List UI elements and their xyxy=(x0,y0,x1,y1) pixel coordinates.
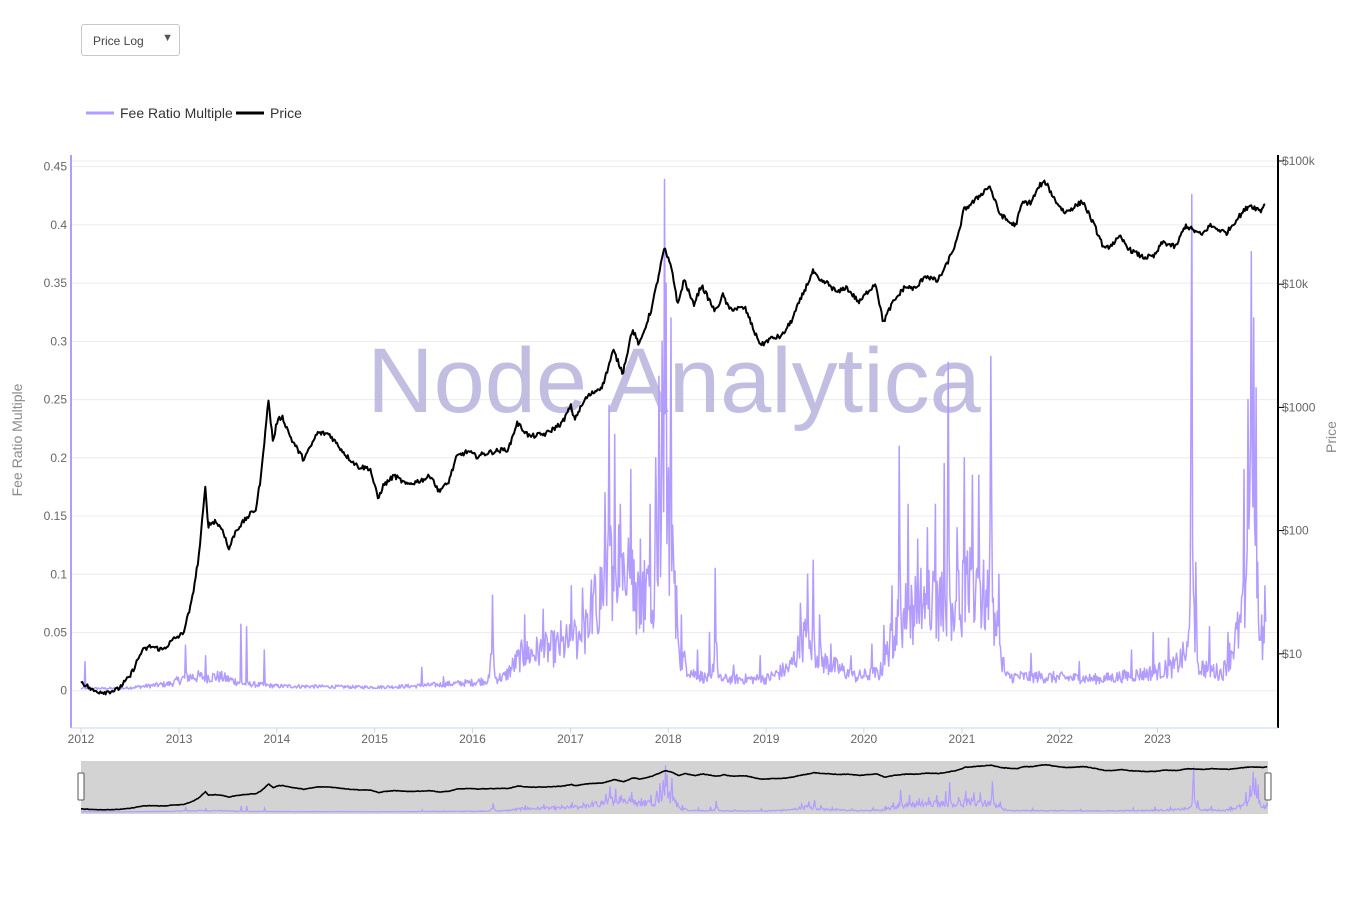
x-tick-label: 2017 xyxy=(557,732,584,746)
legend-item-fee: Fee Ratio Multiple xyxy=(120,105,233,121)
fee-ratio-series-line xyxy=(80,178,1267,691)
legend-item-price: Price xyxy=(270,105,302,121)
navigator-fee-line xyxy=(81,765,1269,813)
y-right-tick-label: $100 xyxy=(1282,524,1309,538)
x-tick-label: 2019 xyxy=(753,732,780,746)
y-right-tick-label: $1000 xyxy=(1282,400,1316,414)
y-left-tick-label: 0.3 xyxy=(50,334,67,348)
y-left-tick-label: 0.25 xyxy=(44,393,68,407)
x-tick-label: 2020 xyxy=(851,732,878,746)
chevron-down-icon: ▼ xyxy=(162,32,173,44)
x-tick-label: 2012 xyxy=(68,732,95,746)
y-right-tick-label: $100k xyxy=(1282,154,1316,168)
axes-layer: 0 0.05 0.1 0.15 0.2 0.25 0.3 0.35 0.4 0.45 $10 $100… xyxy=(9,154,1339,746)
y-left-tick-label: 0.1 xyxy=(50,567,67,581)
y-left-axis-title: Fee Ratio Multiple xyxy=(9,383,25,496)
y-left-tick-label: 0.2 xyxy=(50,451,67,465)
navigator[interactable] xyxy=(77,761,1272,814)
y-left-tick-label: 0.4 xyxy=(50,218,67,232)
x-tick-label: 2013 xyxy=(166,732,193,746)
y-left-tick-label: 0.15 xyxy=(44,509,68,523)
y-left-tick-label: 0.45 xyxy=(44,160,68,174)
navigator-price-line xyxy=(80,763,1268,811)
series-layer xyxy=(80,178,1267,696)
legend: Fee Ratio Multiple Price xyxy=(86,105,302,121)
x-tick-label: 2016 xyxy=(459,732,486,746)
watermark: Node Analytica xyxy=(367,330,982,432)
y-right-axis-title: Price xyxy=(1323,421,1339,453)
navigator-handle-right[interactable] xyxy=(1264,772,1272,801)
y-left-tick-label: 0 xyxy=(60,684,67,698)
x-tick-label: 2015 xyxy=(361,732,388,746)
price-series-line xyxy=(80,179,1266,696)
price-scale-select-label: Price Log xyxy=(93,34,144,48)
x-tick-label: 2018 xyxy=(655,732,682,746)
navigator-range xyxy=(81,761,1268,814)
x-tick-label: 2022 xyxy=(1046,732,1073,746)
price-scale-select[interactable]: Price Log ▼ xyxy=(81,24,180,56)
y-right-tick-label: $10 xyxy=(1282,647,1302,661)
y-left-tick-label: 0.05 xyxy=(44,626,68,640)
navigator-handle-left[interactable] xyxy=(77,772,85,801)
x-tick-label: 2023 xyxy=(1144,732,1171,746)
x-tick-label: 2021 xyxy=(949,732,976,746)
x-tick-label: 2014 xyxy=(263,732,290,746)
y-right-tick-label: $10k xyxy=(1282,277,1309,291)
y-left-tick-label: 0.35 xyxy=(44,276,68,290)
